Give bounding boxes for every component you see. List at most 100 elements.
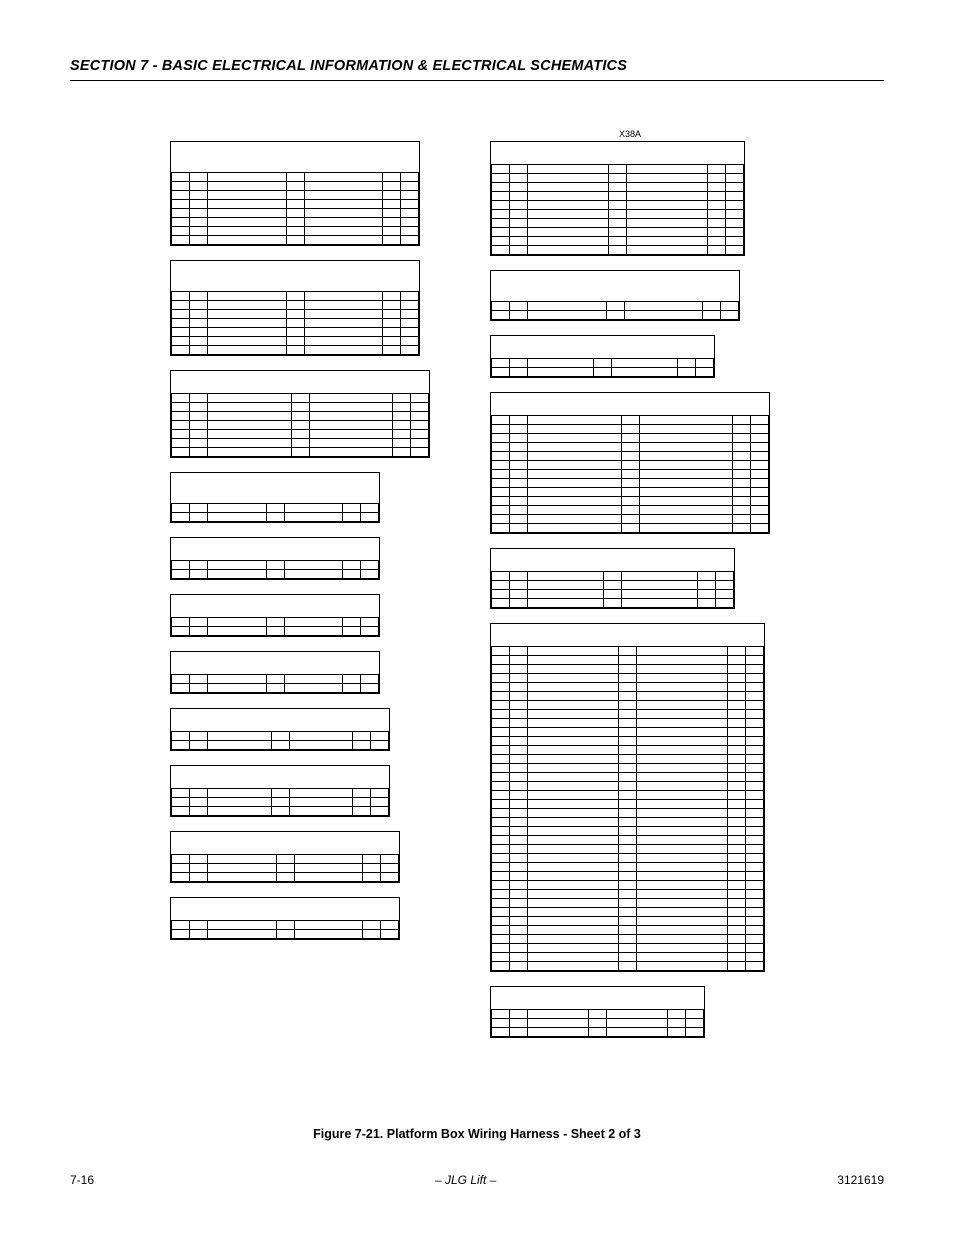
table-cell [492,425,510,434]
table-cell [746,647,764,656]
wiring-table-block [490,335,715,378]
table-cell [492,764,510,773]
table-cell [528,497,622,506]
table-cell [721,311,739,320]
block-title [171,595,379,617]
table-row [492,719,764,728]
wiring-table [491,164,744,255]
table-cell [208,789,272,798]
table-cell [528,1019,589,1028]
table-cell [190,227,208,236]
table-cell [208,741,272,750]
table-cell [492,479,510,488]
table-cell [190,921,208,930]
table-cell [637,665,728,674]
table-cell [728,683,746,692]
table-row [492,917,764,926]
table-row [172,394,429,403]
table-cell [304,292,383,301]
table-cell [510,219,528,228]
table-cell [190,200,208,209]
table-cell [637,863,728,872]
table-row [492,746,764,755]
table-cell [510,647,528,656]
table-cell [289,732,353,741]
table-cell [383,236,401,245]
wiring-table-block [170,708,390,751]
table-cell [639,434,733,443]
table-cell [637,962,728,971]
table-cell [746,962,764,971]
table-cell [708,174,726,183]
table-cell [492,572,510,581]
table-cell [621,479,639,488]
table-cell [383,227,401,236]
table-cell [510,701,528,710]
table-cell [746,836,764,845]
table-cell [528,854,619,863]
table-cell [510,917,528,926]
table-cell [492,845,510,854]
table-cell [612,359,678,368]
wiring-table [491,415,769,533]
table-cell [510,746,528,755]
table-cell [510,656,528,665]
table-cell [746,791,764,800]
table-cell [528,368,594,377]
table-cell [208,675,267,684]
table-cell [492,368,510,377]
table-cell [639,416,733,425]
table-cell [294,855,363,864]
table-cell [411,403,429,412]
table-cell [401,319,419,328]
table-cell [619,836,637,845]
table-row [172,328,419,337]
table-cell [172,513,190,522]
table-cell [746,674,764,683]
table-cell [528,800,619,809]
table-cell [276,921,294,930]
table-cell [726,183,744,192]
table-row [492,944,764,953]
table-cell [208,513,267,522]
table-cell [208,439,292,448]
table-cell [276,864,294,873]
table-cell [304,191,383,200]
wiring-table-block [170,472,380,523]
table-cell [510,1010,528,1019]
table-cell [309,403,393,412]
table-cell [208,218,287,227]
table-cell [708,165,726,174]
table-cell [639,470,733,479]
wiring-table-block [490,986,705,1038]
table-cell [609,237,627,246]
table-cell [492,755,510,764]
table-cell [401,328,419,337]
table-row [172,684,379,693]
table-cell [528,746,619,755]
table-row [492,246,744,255]
table-cell [746,746,764,755]
table-cell [726,246,744,255]
table-cell [361,684,379,693]
table-cell [208,807,272,816]
table-cell [639,425,733,434]
table-cell [627,174,708,183]
table-cell [371,741,389,750]
table-cell [609,165,627,174]
table-cell [621,488,639,497]
table-cell [622,572,698,581]
table-cell [609,246,627,255]
table-cell [619,791,637,800]
table-cell [190,930,208,939]
table-cell [284,627,343,636]
table-cell [621,506,639,515]
table-cell [401,173,419,182]
table-cell [172,504,190,513]
wiring-table [491,301,739,320]
table-cell [286,236,304,245]
table-cell [208,319,287,328]
table-cell [492,599,510,608]
table-cell [172,789,190,798]
table-cell [383,292,401,301]
